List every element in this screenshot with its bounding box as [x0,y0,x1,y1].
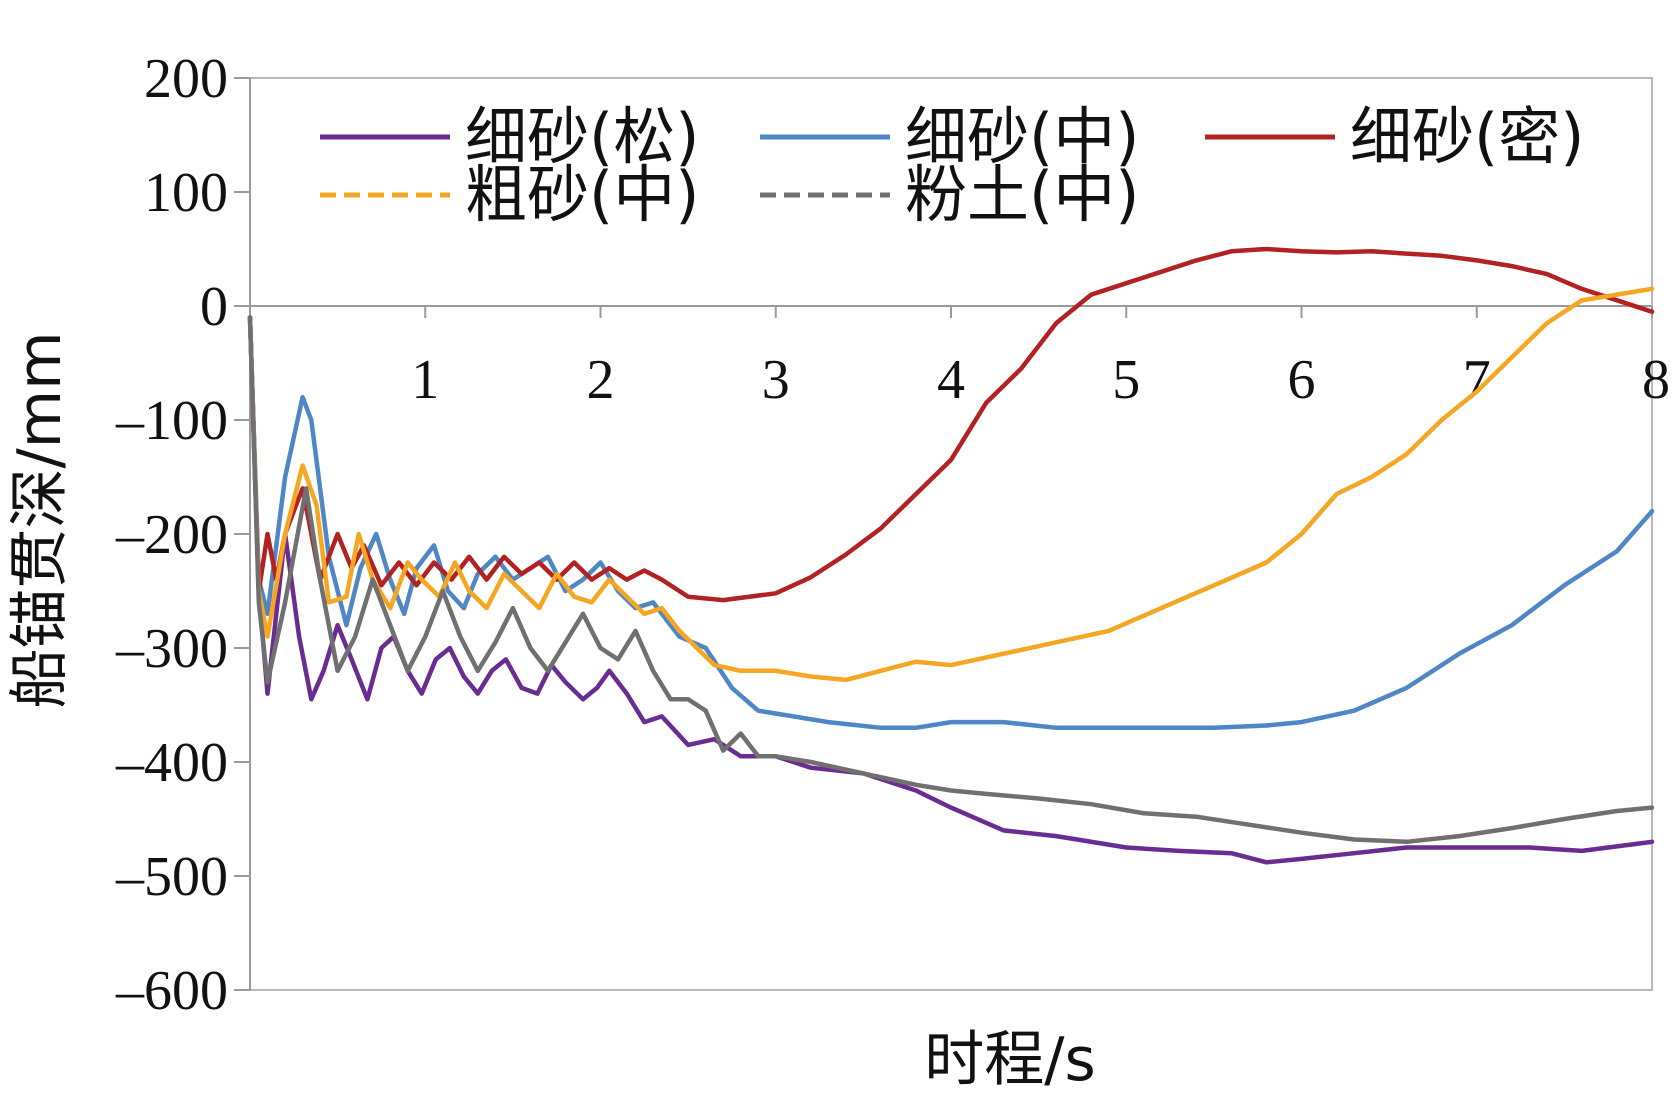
y-tick-label: 200 [144,48,228,110]
y-ticks: 200 100 0 –100 –200 –300 –400 –500 –600 [115,48,250,1022]
y-tick-label: 100 [144,162,228,224]
legend-item-4: 粗砂(中) [320,158,699,231]
y-tick-label: –500 [115,846,228,908]
y-tick-label: –300 [115,618,228,680]
legend-item-1: 细砂(松) [320,100,699,173]
x-tick-label: 4 [937,349,965,411]
x-tick-label: 3 [762,349,790,411]
y-tick-label: –100 [115,390,228,452]
legend: 细砂(松) 细砂(中) 细砂(密) 粗砂(中) 粉土(中) [320,100,1584,231]
series-line-5 [247,315,1655,845]
y-tick-label: –600 [115,960,228,1022]
y-axis-title: 船锚贯深/mm [5,331,75,708]
legend-item-5: 粉土(中) [760,158,1139,231]
x-tick-label: 8 [1642,349,1670,411]
y-tick-label: –400 [115,732,228,794]
series-line-1 [247,315,1655,865]
legend-label-1: 细砂(松) [465,100,699,173]
y-tick-label: 0 [200,276,228,338]
x-tick-label: 2 [587,349,615,411]
legend-label-3: 细砂(密) [1350,100,1584,173]
legend-item-3: 细砂(密) [1205,100,1584,173]
x-axis-title: 时程/s [924,1025,1095,1095]
legend-label-4: 粗砂(中) [465,158,699,231]
plot-frame [249,77,1653,991]
x-tick-label: 1 [411,349,439,411]
legend-label-5: 粉土(中) [905,158,1139,231]
legend-label-2: 细砂(中) [905,100,1139,173]
x-tick-label: 6 [1288,349,1316,411]
x-tick-label: 5 [1112,349,1140,411]
series-line-4 [247,286,1655,683]
legend-item-2: 细砂(中) [760,100,1139,173]
y-tick-label: –200 [115,504,228,566]
series-group [247,246,1655,865]
